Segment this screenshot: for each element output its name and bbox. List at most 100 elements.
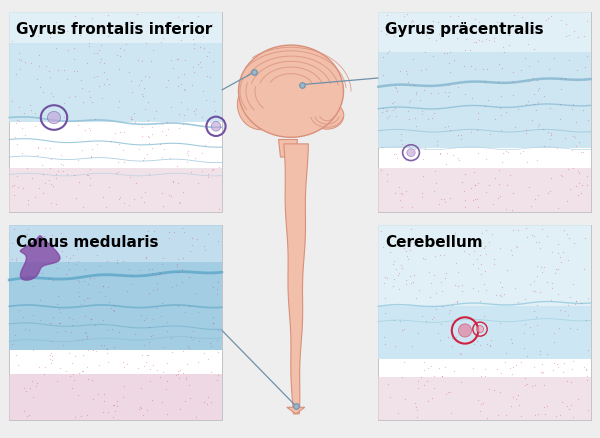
Point xyxy=(537,360,547,367)
Point xyxy=(567,148,577,155)
Point xyxy=(539,143,549,150)
Point xyxy=(22,413,31,420)
Point xyxy=(122,360,132,367)
Point xyxy=(162,319,172,326)
Point xyxy=(492,366,502,373)
Point xyxy=(127,90,137,97)
Point xyxy=(473,205,483,212)
Point xyxy=(528,30,538,37)
Point xyxy=(543,129,553,136)
Point xyxy=(24,246,34,253)
Point xyxy=(508,191,518,198)
Point xyxy=(86,166,95,173)
Point xyxy=(145,366,155,373)
Point xyxy=(427,316,437,323)
Point xyxy=(565,32,574,39)
Point xyxy=(557,173,567,180)
Point xyxy=(53,378,62,385)
Point xyxy=(56,152,66,159)
Point xyxy=(511,244,521,251)
Point xyxy=(511,396,521,403)
Point xyxy=(446,409,456,416)
Point xyxy=(570,301,580,308)
Ellipse shape xyxy=(458,324,472,337)
Point xyxy=(493,411,503,418)
Point xyxy=(180,398,190,405)
Point xyxy=(202,400,212,407)
Bar xyxy=(378,13,591,53)
Point xyxy=(501,411,511,418)
Point xyxy=(445,70,454,77)
Point xyxy=(389,258,398,265)
Point xyxy=(191,106,200,113)
Point xyxy=(389,261,398,268)
Point xyxy=(454,132,463,139)
Point xyxy=(91,348,101,355)
Point xyxy=(491,292,500,299)
Point xyxy=(187,82,197,89)
Point xyxy=(98,283,107,290)
Point xyxy=(427,363,436,370)
Point xyxy=(403,71,412,78)
Point xyxy=(527,203,536,210)
Point xyxy=(73,157,82,164)
Point xyxy=(401,238,410,245)
Point xyxy=(439,197,448,204)
Point xyxy=(580,235,589,242)
Bar xyxy=(9,13,222,212)
Point xyxy=(44,275,53,282)
Point xyxy=(523,99,533,106)
Point xyxy=(183,148,193,155)
Point xyxy=(381,109,391,116)
Point xyxy=(567,107,577,114)
Point xyxy=(444,310,454,317)
Point xyxy=(408,279,418,286)
Point xyxy=(113,169,123,176)
Point xyxy=(35,84,44,91)
Bar xyxy=(9,169,222,212)
Point xyxy=(431,306,441,313)
Point xyxy=(46,359,56,366)
Point xyxy=(578,149,588,156)
Point xyxy=(191,21,200,28)
Point xyxy=(573,169,583,176)
Point xyxy=(68,252,78,259)
Point xyxy=(199,243,209,250)
Point xyxy=(453,155,463,162)
Point xyxy=(17,125,26,132)
Point xyxy=(205,74,215,81)
Point xyxy=(72,240,82,247)
Point xyxy=(509,12,518,19)
Point xyxy=(178,369,188,376)
Point xyxy=(392,155,402,162)
Point xyxy=(163,126,173,133)
Point xyxy=(47,357,56,364)
Point xyxy=(484,98,493,105)
Point xyxy=(403,79,412,86)
Point xyxy=(164,229,173,236)
Point xyxy=(473,196,482,203)
Point xyxy=(164,192,174,199)
Point xyxy=(145,140,154,147)
Point xyxy=(150,272,160,279)
Point xyxy=(398,204,407,211)
Point xyxy=(401,157,411,164)
Point xyxy=(99,342,109,349)
Point xyxy=(47,90,56,97)
Point xyxy=(445,89,454,96)
Point xyxy=(201,97,211,104)
Point xyxy=(422,378,432,385)
Point xyxy=(98,409,108,416)
Point xyxy=(21,388,31,395)
Point xyxy=(506,173,515,180)
Point xyxy=(142,152,152,159)
Point xyxy=(455,350,464,357)
Point xyxy=(38,171,48,178)
Point xyxy=(561,22,571,29)
Point xyxy=(80,312,90,319)
Point xyxy=(175,200,184,207)
Point xyxy=(72,68,82,75)
Point xyxy=(214,279,223,286)
Point xyxy=(184,302,194,309)
Point xyxy=(148,316,157,323)
